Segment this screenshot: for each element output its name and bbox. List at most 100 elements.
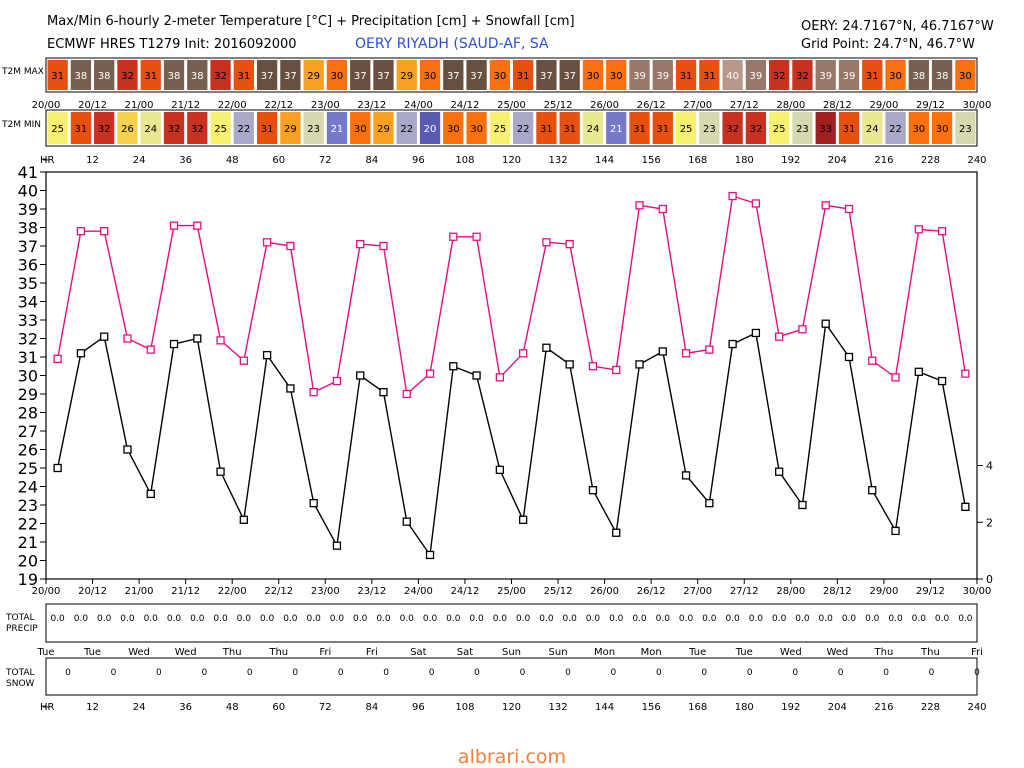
date-label: 22/12: [264, 100, 293, 111]
t2m-max-cell: [582, 60, 604, 90]
precip-value: 0.0: [97, 614, 112, 624]
t2m-min-value: 20: [424, 124, 437, 135]
t2m-max-value: 30: [889, 71, 902, 82]
t2m-max-label: T2M MAX: [1, 67, 44, 77]
t2m-min-cell: [559, 112, 580, 144]
hr-tick-label-bottom: 144: [595, 702, 614, 713]
t2m-min-cell: [326, 112, 348, 144]
precip-value: 0.0: [260, 614, 275, 624]
t2m-min-cell: [419, 112, 441, 144]
series-point-1: [681, 471, 691, 480]
snow-value: 0: [611, 668, 617, 678]
date-label: 25/12: [544, 100, 573, 111]
day-label: Tue: [36, 647, 54, 658]
series-point-0: [53, 354, 62, 364]
y-tick-label: 33: [18, 311, 38, 330]
y-tick-label: 20: [18, 552, 38, 571]
precip-value: 0.0: [50, 614, 65, 624]
day-label: Tue: [83, 647, 101, 658]
hr-tick-label: 12: [86, 155, 99, 166]
series-point-0: [844, 204, 854, 214]
y-tick-label: 32: [18, 330, 38, 349]
day-label: Sun: [549, 647, 568, 658]
day-label: Thu: [268, 647, 288, 658]
t2m-max-cell: [862, 60, 883, 90]
t2m-min-value: 29: [284, 124, 297, 135]
t2m-max-value: 31: [703, 71, 716, 82]
y-tick-label: 39: [18, 200, 38, 219]
day-label: Mon: [641, 647, 662, 658]
snow-frame: [45, 657, 978, 696]
precip-value: 0.0: [842, 614, 857, 624]
t2m-max-value: 31: [144, 71, 157, 82]
t2m-max-value: 37: [447, 71, 460, 82]
t2m-max-cell: [280, 60, 301, 90]
date-label: 28/00: [776, 100, 805, 111]
t2m-max-value: 32: [214, 71, 227, 82]
series-point-0: [705, 345, 714, 354]
y-tick-label: 21: [18, 533, 38, 552]
precip-value: 0.0: [353, 614, 368, 624]
hr-tick-label: 180: [735, 155, 754, 166]
series-point-1: [728, 339, 737, 349]
y-tick-label: 23: [18, 496, 38, 515]
y-tick-label: 41: [18, 163, 38, 182]
y-tick-label: 37: [18, 237, 38, 256]
t2m-min-value: 22: [889, 124, 902, 135]
x-tick-label: 29/12: [916, 586, 945, 597]
day-label: Fri: [971, 647, 983, 658]
t2m-max-value: 37: [354, 71, 367, 82]
t2m-max-cell: [489, 60, 510, 90]
snow-value: 0: [565, 668, 571, 678]
day-label: Fri: [319, 647, 331, 658]
t2m-min-value: 30: [936, 124, 949, 135]
y-tick-label: 25: [18, 459, 38, 478]
series-point-1: [705, 498, 714, 508]
y-tick-label: 34: [18, 293, 38, 312]
t2m-max-cell: [908, 60, 929, 90]
t2m-min-value: 32: [750, 124, 763, 135]
series-point-1: [518, 515, 528, 524]
t2m-min-value: 31: [843, 124, 856, 135]
hr-tick-label-bottom: 60: [272, 702, 285, 713]
series-point-0: [193, 221, 202, 230]
series-point-1: [635, 360, 644, 369]
t2m-min-cell: [443, 112, 464, 144]
series-point-0: [775, 332, 784, 341]
t2m-max-value: 31: [680, 71, 693, 82]
hr-tick-label: 120: [502, 155, 521, 166]
precip-value: 0.0: [865, 614, 880, 624]
series-point-0: [518, 349, 528, 358]
day-label: Mon: [594, 647, 615, 658]
t2m-min-value: 30: [447, 124, 460, 135]
t2m-min-value: 32: [98, 124, 111, 135]
t2m-max-cell: [256, 60, 278, 90]
watermark-text: albrari.com: [457, 746, 567, 768]
t2m-min-cell: [233, 112, 254, 144]
t2m-min-value: 25: [493, 124, 506, 135]
hr-tick-label: 96: [412, 155, 425, 166]
t2m-min-value: 29: [377, 124, 390, 135]
t2m-min-cell: [303, 112, 324, 144]
t2m-min-value: 22: [237, 124, 250, 135]
hr-tick-label-bottom: 84: [365, 702, 378, 713]
x-tick-label: 27/12: [730, 586, 759, 597]
precip-value: 0.0: [819, 614, 834, 624]
hr-tick-label-bottom: 36: [179, 702, 192, 713]
t2m-max-cell: [792, 60, 813, 90]
precip-value: 0.0: [725, 614, 740, 624]
precip-value: 0.0: [958, 614, 973, 624]
snow-value: 0: [838, 668, 844, 678]
t2m-max-value: 37: [540, 71, 553, 82]
series-point-0: [379, 241, 388, 251]
series-point-0: [356, 239, 365, 249]
t2m-max-value: 32: [121, 71, 134, 82]
series-point-1: [891, 526, 900, 536]
t2m-max-frame: [45, 57, 978, 93]
day-label: Wed: [175, 647, 197, 658]
t2m-min-value: 25: [680, 124, 693, 135]
t2m-min-cell: [862, 112, 883, 144]
hr-tick-label: 240: [967, 155, 986, 166]
hr-tick-label: +: [42, 155, 50, 166]
precip-value: 0.0: [400, 614, 415, 624]
